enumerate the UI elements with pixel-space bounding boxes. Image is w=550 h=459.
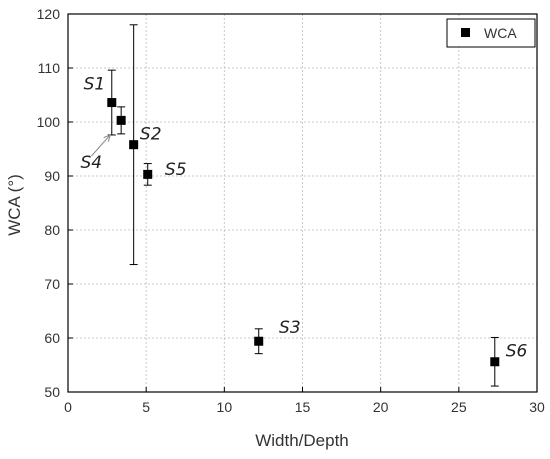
annotation-arrow-line (91, 134, 111, 157)
x-tick-label: 20 (373, 399, 389, 415)
data-point (116, 115, 126, 125)
y-tick-label: 80 (44, 222, 60, 238)
data-markers (107, 98, 500, 367)
axes (67, 13, 538, 393)
annotation-s4: S4 (81, 153, 103, 173)
x-tick-label: 15 (295, 399, 311, 415)
x-axis-title: Width/Depth (255, 431, 349, 450)
x-tick-label: 25 (451, 399, 467, 415)
data-point (107, 98, 117, 108)
y-tick-label: 110 (38, 60, 61, 76)
y-axis-title: WCA (°) (5, 174, 24, 236)
annotation-s2: S2 (140, 124, 162, 144)
y-tick-label: 60 (44, 330, 60, 346)
y-tick-label: 100 (37, 114, 61, 130)
x-tick-label: 10 (217, 399, 233, 415)
annotation-s1: S1 (84, 75, 106, 95)
legend-label: WCA (484, 25, 517, 41)
x-tick-label: 30 (529, 399, 545, 415)
x-tick-label: 0 (64, 399, 72, 415)
tick-labels: 0 5 10 15 20 25 30 50 60 70 80 90 100 110 120 (37, 6, 545, 415)
legend: WCA (446, 18, 536, 48)
data-point (129, 140, 139, 150)
legend-marker (461, 28, 470, 37)
grid (68, 14, 537, 392)
data-point (490, 357, 500, 367)
y-tick-label: 70 (44, 276, 60, 292)
data-point (254, 336, 264, 346)
annotation-arrow-head (103, 134, 111, 142)
error-bars (107, 24, 499, 387)
annotation-s5: S5 (165, 160, 187, 180)
y-tick-label: 120 (37, 6, 61, 22)
y-tick-label: 50 (44, 384, 60, 400)
annotation-s3: S3 (279, 318, 301, 338)
x-tick-label: 5 (142, 399, 150, 415)
data-point (143, 169, 153, 179)
annotation-s6: S6 (506, 341, 528, 361)
y-tick-label: 90 (44, 168, 60, 184)
